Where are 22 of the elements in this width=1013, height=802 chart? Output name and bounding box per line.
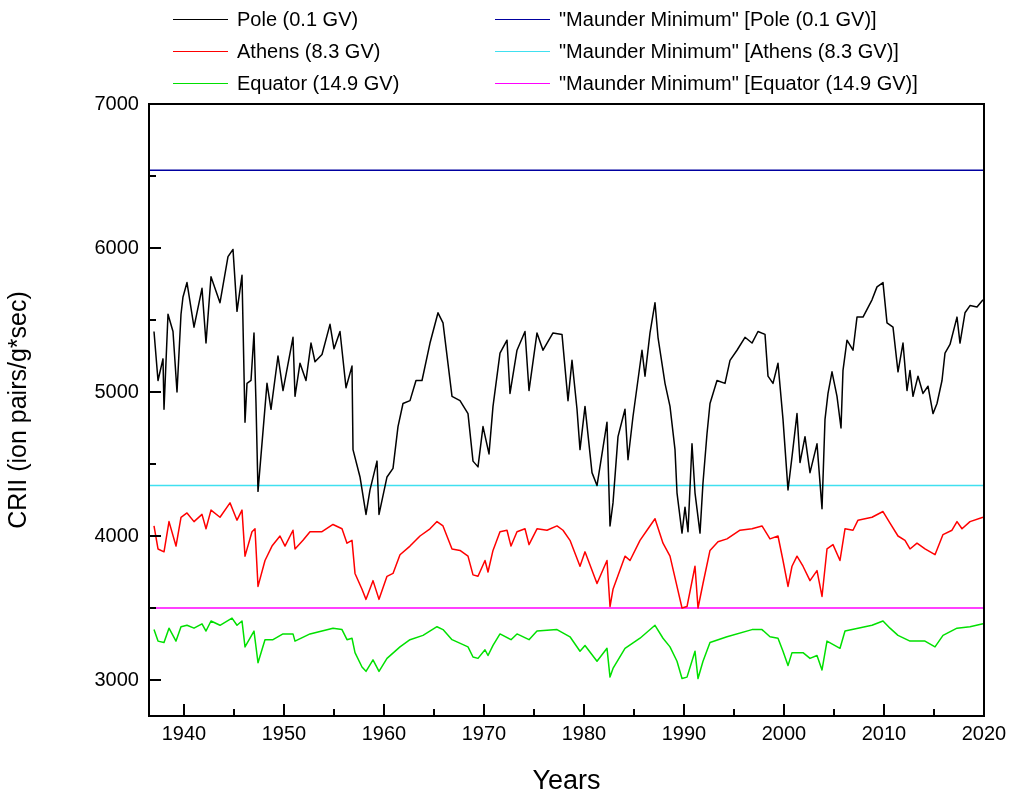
y-axis-title: CRII (ion pairs/g*sec) [2, 291, 31, 529]
legend-label: "Maunder Minimum" [Pole (0.1 GV)] [559, 7, 877, 31]
legend-label: Pole (0.1 GV) [237, 7, 359, 31]
x-tick-label: 2010 [861, 721, 907, 744]
x-tick-label: 1940 [161, 721, 207, 744]
x-tick-label: 1990 [661, 721, 707, 744]
x-tick-label: 2020 [961, 721, 1007, 744]
y-tick-label: 4000 [94, 523, 139, 546]
x-tick-label: 2000 [761, 721, 807, 744]
y-tick-label: 3000 [94, 667, 139, 690]
x-tick-label: 1980 [561, 721, 607, 744]
legend-label: "Maunder Minimum" [Athens (8.3 GV)] [559, 39, 899, 63]
legend-label: "Maunder Minimum" [Equator (14.9 GV)] [559, 71, 918, 95]
x-tick-label: 1950 [261, 721, 307, 744]
y-tick-label: 5000 [94, 379, 139, 402]
legend-label: Athens (8.3 GV) [237, 39, 381, 63]
x-tick-label: 1960 [361, 721, 407, 744]
x-axis-title: Years [532, 765, 601, 796]
y-tick-label: 6000 [94, 235, 139, 258]
x-tick-label: 1970 [461, 721, 507, 744]
legend-label: Equator (14.9 GV) [237, 71, 400, 95]
y-tick-label: 7000 [94, 91, 139, 114]
